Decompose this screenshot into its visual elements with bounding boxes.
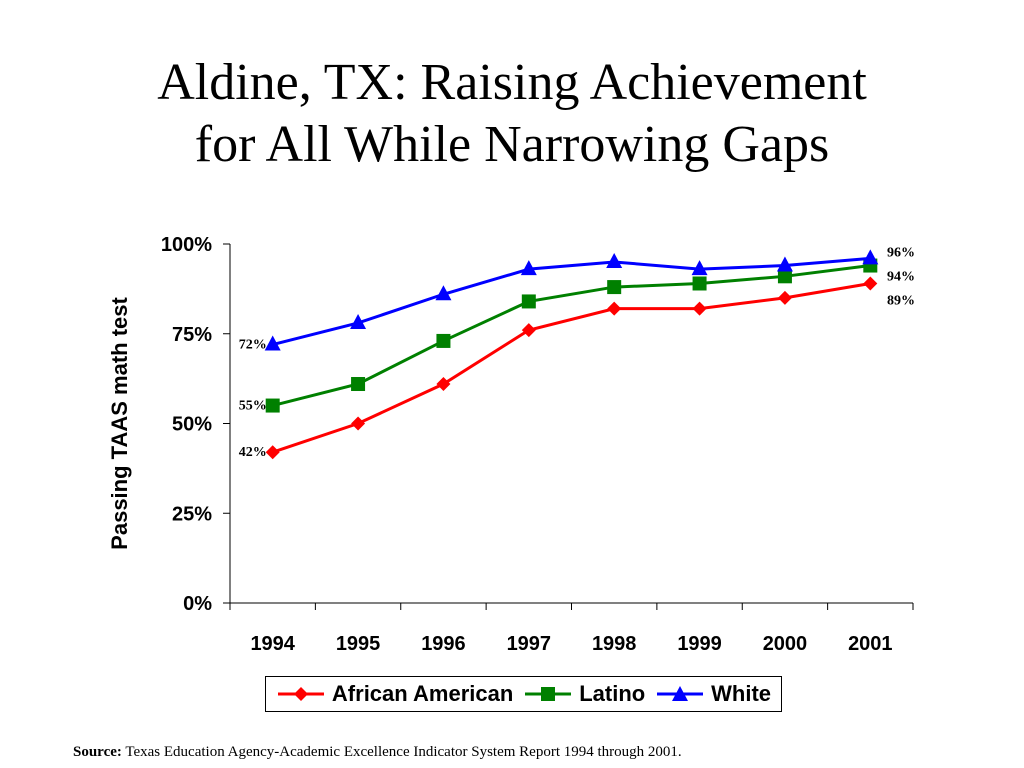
data-label-start: 72%: [239, 338, 267, 353]
data-point-square: [777, 269, 792, 284]
x-tick-label: 2000: [763, 633, 808, 655]
data-point-square: [265, 398, 280, 413]
data-point-diamond: [265, 445, 280, 460]
data-point-triangle: [862, 249, 879, 265]
data-label-start: 42%: [239, 445, 267, 460]
data-label-start: 55%: [239, 399, 267, 414]
data-point-square: [436, 333, 451, 348]
legend-item-latino: Latino: [523, 681, 645, 707]
legend-label-african-american: African American: [331, 681, 514, 706]
legend-label-white: White: [711, 681, 772, 706]
y-tick-label: 50%: [172, 414, 212, 436]
y-tick-label: 25%: [172, 503, 212, 525]
square-marker-icon: [525, 687, 572, 701]
source-note: Source: Texas Education Agency-Academic …: [73, 744, 682, 761]
data-point-triangle: [606, 252, 623, 268]
legend-item-white: White: [655, 681, 771, 707]
data-point-diamond: [351, 416, 366, 431]
x-tick-label: 1994: [250, 633, 295, 655]
data-point-diamond: [777, 290, 792, 305]
legend-label-latino: Latino: [579, 681, 646, 706]
x-tick-label: 1996: [421, 633, 466, 655]
data-point-square: [607, 280, 622, 295]
data-point-triangle: [691, 260, 708, 276]
data-point-diamond: [863, 276, 878, 291]
series-line-2: [272, 264, 871, 408]
data-point-triangle: [350, 313, 367, 329]
data-label-end: 89%: [887, 293, 915, 308]
data-point-square: [692, 276, 707, 291]
x-tick-label: 1998: [592, 633, 637, 655]
legend-item-african-american: African American: [276, 681, 513, 707]
data-point-square: [521, 294, 536, 309]
data-point-square: [351, 377, 366, 392]
diamond-marker-icon: [277, 687, 324, 701]
data-point-diamond: [692, 301, 707, 316]
title-line-1: Aldine, TX: Raising Achievement: [157, 54, 867, 111]
data-point-triangle: [264, 335, 281, 351]
x-tick-label: 1997: [507, 633, 552, 655]
data-label-end: 94%: [887, 269, 915, 284]
data-point-triangle: [435, 285, 452, 301]
title-line-2: for All While Narrowing Gaps: [194, 116, 830, 173]
y-tick-label: 75%: [172, 324, 212, 346]
data-point-diamond: [521, 323, 536, 338]
y-axis-label: Passing TAAS math test: [107, 297, 132, 550]
triangle-marker-icon: [657, 686, 704, 701]
source-label: Source:: [73, 744, 122, 760]
x-tick-label: 1995: [336, 633, 381, 655]
y-tick-label: 0%: [183, 593, 212, 615]
series-line-3: [272, 256, 871, 346]
slide-title: Aldine, TX: Raising Achievement for All …: [0, 52, 1024, 176]
data-point-diamond: [436, 377, 451, 392]
data-point-triangle: [776, 256, 793, 272]
source-text: Texas Education Agency-Academic Excellen…: [125, 744, 682, 760]
data-point-triangle: [520, 260, 537, 276]
series-line-1: [272, 282, 871, 454]
y-tick-label: 100%: [161, 234, 212, 256]
x-tick-label: 1999: [677, 633, 722, 655]
data-label-end: 96%: [887, 245, 915, 260]
x-tick-label: 2001: [848, 633, 893, 655]
chart-legend: African American Latino White: [265, 676, 782, 712]
data-point-diamond: [607, 301, 622, 316]
